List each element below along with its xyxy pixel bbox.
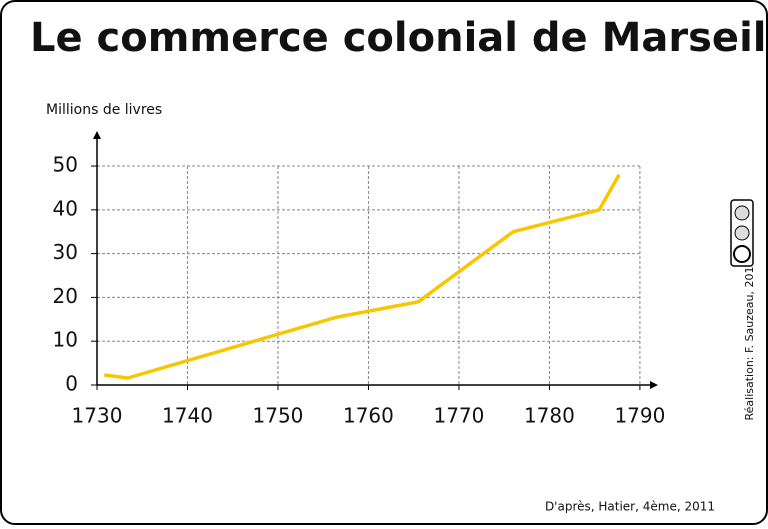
y-axis-label: Millions de livres — [46, 102, 162, 118]
chart-title: Le commerce colonial de Marseille — [30, 15, 768, 61]
y-tick-label: 0 — [65, 372, 78, 396]
data-line — [104, 173, 621, 380]
y-tick-label: 20 — [53, 284, 78, 308]
x-tick-label: 1750 — [253, 404, 304, 428]
x-tick-label: 1760 — [343, 404, 394, 428]
y-axis-arrow — [93, 131, 101, 139]
credit: Réalisation: F. Sauzeau, 2018 — [743, 259, 756, 420]
y-tick-label: 50 — [53, 153, 78, 177]
x-tick-label: 1790 — [614, 404, 665, 428]
x-axis-arrow — [650, 381, 658, 389]
y-tick-label: 30 — [53, 240, 78, 264]
x-tick-label: 1730 — [72, 404, 123, 428]
x-tick-label: 1740 — [162, 404, 213, 428]
x-tick-label: 1780 — [524, 404, 575, 428]
y-tick-label: 10 — [53, 328, 78, 352]
x-tick-label: 1770 — [433, 404, 484, 428]
source: D'après, Hatier, 4ème, 2011 — [545, 500, 715, 514]
y-tick-label: 40 — [53, 196, 78, 220]
license-badge — [730, 199, 754, 267]
